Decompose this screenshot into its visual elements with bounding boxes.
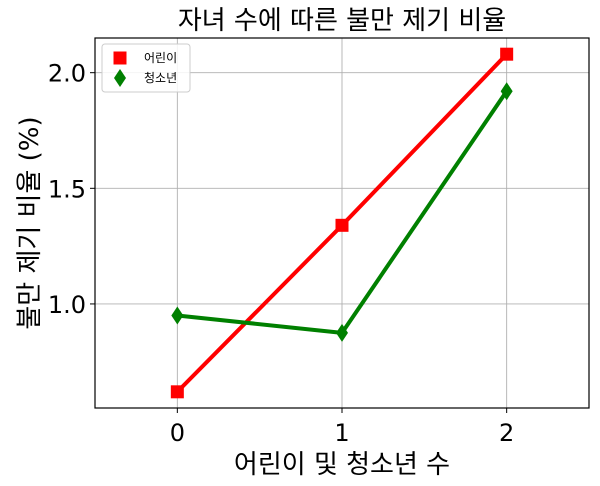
y-tick-label: 1.5 — [48, 175, 86, 203]
series-layer — [170, 47, 514, 399]
x-axis-title: 어린이 및 청소년 수 — [234, 450, 450, 480]
data-point-1-2 — [500, 82, 513, 101]
legend-label-0: 어린이 — [144, 51, 177, 65]
x-tick-label: 0 — [170, 419, 185, 447]
y-tick-label: 1.0 — [48, 291, 86, 319]
chart-title: 자녀 수에 따른 불만 제기 비율 — [178, 6, 506, 36]
y-axis-title: 불만 제기 비율 (%) — [15, 116, 45, 329]
legend-marker-0 — [113, 51, 127, 65]
data-point-0-0 — [170, 385, 184, 399]
x-tick-label: 1 — [334, 419, 349, 447]
data-point-0-1 — [335, 218, 349, 232]
x-tick-label: 2 — [499, 419, 514, 447]
tick-layer: 0 1 2 1.0 1.5 2.0 — [48, 60, 514, 447]
legend-label-1: 청소년 — [144, 71, 177, 85]
y-tick-label: 2.0 — [48, 60, 86, 88]
data-point-0-2 — [500, 47, 514, 61]
legend-marker-1 — [114, 69, 126, 87]
data-point-1-1 — [336, 323, 348, 342]
data-point-1-0 — [171, 306, 184, 325]
